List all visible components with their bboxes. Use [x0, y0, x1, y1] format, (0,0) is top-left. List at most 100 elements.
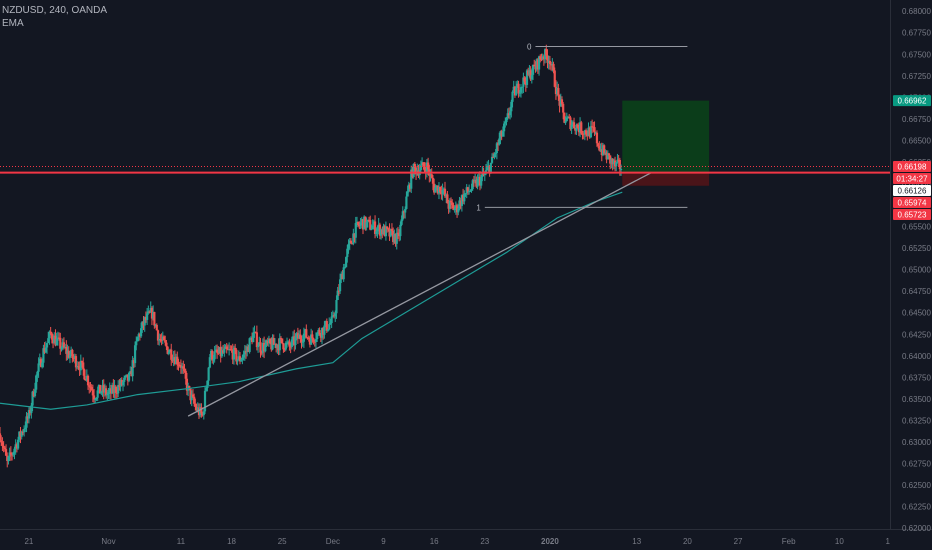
candle-body[interactable]: [218, 347, 221, 354]
candle-body[interactable]: [366, 219, 369, 222]
candle-body[interactable]: [230, 349, 233, 351]
candle-body[interactable]: [29, 410, 32, 414]
candle-body[interactable]: [404, 208, 407, 213]
candle-body[interactable]: [51, 339, 55, 344]
candle-body[interactable]: [490, 156, 494, 163]
candle-body[interactable]: [332, 315, 336, 317]
candle-body[interactable]: [618, 160, 621, 170]
candle-body[interactable]: [524, 81, 527, 85]
candle-body[interactable]: [383, 226, 386, 237]
candle-body[interactable]: [393, 233, 396, 242]
candle-body[interactable]: [94, 399, 97, 401]
candle-body[interactable]: [266, 340, 269, 344]
candle-body[interactable]: [353, 233, 356, 238]
candle-body[interactable]: [188, 385, 191, 389]
candle-body[interactable]: [504, 122, 507, 124]
candle-body[interactable]: [158, 339, 161, 341]
candle-body[interactable]: [554, 86, 558, 95]
candle-body[interactable]: [451, 202, 454, 205]
candle-body[interactable]: [67, 350, 70, 358]
candle-body[interactable]: [8, 452, 11, 457]
candle-body[interactable]: [162, 336, 166, 341]
candle-body[interactable]: [12, 452, 15, 455]
candle-body[interactable]: [147, 311, 150, 314]
candle-body[interactable]: [475, 179, 478, 187]
candle-body[interactable]: [466, 187, 470, 192]
candle-body[interactable]: [115, 392, 119, 394]
candle-body[interactable]: [576, 124, 579, 128]
candle-body[interactable]: [379, 229, 383, 236]
candle-body[interactable]: [250, 337, 254, 343]
candle-body[interactable]: [611, 159, 614, 165]
candle-body[interactable]: [13, 448, 16, 453]
candle-body[interactable]: [200, 407, 203, 414]
candle-body[interactable]: [291, 336, 295, 340]
candle-body[interactable]: [571, 122, 574, 125]
candle-body[interactable]: [88, 385, 91, 387]
candle-body[interactable]: [41, 362, 44, 367]
candle-body[interactable]: [578, 122, 582, 133]
candle-body[interactable]: [78, 366, 81, 371]
candle-body[interactable]: [35, 375, 38, 390]
candle-body[interactable]: [322, 327, 325, 335]
candle-body[interactable]: [263, 343, 266, 352]
candle-body[interactable]: [310, 334, 313, 345]
candle-body[interactable]: [592, 126, 595, 128]
candle-body[interactable]: [77, 366, 80, 368]
candle-body[interactable]: [4, 449, 8, 456]
candle-body[interactable]: [551, 63, 554, 66]
time-axis[interactable]: 21 Nov 11 18 25 Dec 9 16 23 2020 13 20 27 Feb 10 1: [24, 537, 890, 546]
candle-body[interactable]: [171, 359, 174, 361]
candle-body[interactable]: [138, 334, 141, 337]
candle-body[interactable]: [607, 153, 611, 156]
candle-body[interactable]: [512, 86, 515, 92]
candle-body[interactable]: [560, 99, 564, 104]
candle-body[interactable]: [331, 315, 334, 317]
candle-body[interactable]: [276, 344, 279, 349]
candle-body[interactable]: [135, 341, 138, 346]
candle-body[interactable]: [360, 219, 363, 223]
candle-body[interactable]: [82, 362, 85, 370]
candle-body[interactable]: [26, 416, 29, 419]
candle-body[interactable]: [613, 160, 617, 167]
candle-body[interactable]: [176, 356, 179, 365]
candle-body[interactable]: [348, 240, 351, 244]
candle-body[interactable]: [557, 87, 560, 96]
candle-body[interactable]: [399, 224, 402, 237]
candle-body[interactable]: [507, 113, 511, 116]
candle-body[interactable]: [10, 454, 14, 456]
candle-body[interactable]: [395, 232, 398, 244]
candle-body[interactable]: [453, 208, 456, 211]
candle-body[interactable]: [44, 347, 47, 353]
candle-body[interactable]: [447, 203, 450, 209]
candle-body[interactable]: [454, 205, 457, 209]
candle-body[interactable]: [388, 228, 391, 237]
candle-body[interactable]: [435, 185, 438, 188]
candle-body[interactable]: [570, 124, 573, 130]
candle-body[interactable]: [314, 339, 318, 342]
candle-body[interactable]: [458, 200, 461, 209]
candle-body[interactable]: [150, 307, 154, 319]
candle-body[interactable]: [472, 180, 476, 182]
candle-body[interactable]: [107, 392, 110, 394]
candle-body[interactable]: [465, 187, 468, 194]
candle-body[interactable]: [214, 349, 217, 352]
candle-body[interactable]: [112, 385, 115, 393]
stop-zone[interactable]: [622, 172, 710, 186]
candle-body[interactable]: [525, 70, 529, 85]
candle-body[interactable]: [580, 122, 583, 134]
candle-body[interactable]: [565, 117, 568, 122]
candle-body[interactable]: [586, 134, 589, 136]
candle-body[interactable]: [1, 442, 4, 446]
candle-body[interactable]: [483, 173, 486, 175]
candle-body[interactable]: [325, 321, 328, 331]
candle-body[interactable]: [282, 343, 285, 350]
candle-body[interactable]: [278, 338, 281, 351]
candle-body[interactable]: [471, 180, 474, 189]
candle-body[interactable]: [90, 387, 93, 391]
candle-body[interactable]: [118, 385, 121, 387]
candle-body[interactable]: [234, 347, 237, 350]
candle-body[interactable]: [154, 324, 157, 326]
candle-body[interactable]: [285, 342, 289, 344]
candle-body[interactable]: [149, 307, 152, 313]
